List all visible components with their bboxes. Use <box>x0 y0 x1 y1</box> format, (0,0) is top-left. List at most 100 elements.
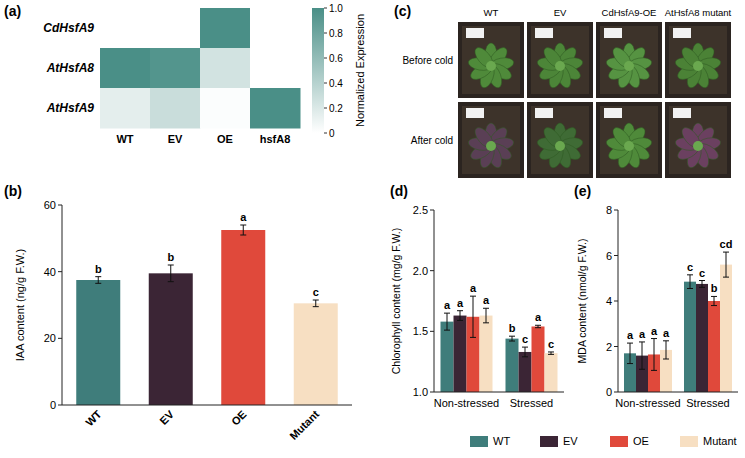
colorbar-tick <box>324 33 327 34</box>
x-tick-label: WT <box>83 408 104 429</box>
legend-swatch <box>680 436 698 447</box>
error-cap <box>687 288 693 289</box>
y-tick-label: 60 <box>44 199 56 211</box>
photo <box>665 102 731 178</box>
heat-cell <box>100 48 151 89</box>
significance-letter: a <box>639 328 646 340</box>
photo-bg <box>527 22 593 98</box>
legend-label: Mutant <box>703 435 737 447</box>
soil <box>462 26 520 94</box>
error-bar <box>690 275 691 289</box>
panel-label: (a) <box>4 3 21 19</box>
photo <box>458 102 524 178</box>
x-axis-line <box>62 405 352 406</box>
bar <box>519 352 532 392</box>
y-tick-label: 40 <box>44 266 56 278</box>
heat-cell <box>200 8 251 49</box>
tag <box>466 28 484 38</box>
panel-label: (e) <box>574 183 591 199</box>
error-cap <box>240 225 246 226</box>
significance-letter: a <box>457 297 464 309</box>
significance-letter: c <box>699 267 705 279</box>
bar <box>480 316 493 392</box>
col-label: hsfA8 <box>260 133 291 145</box>
y-tick-label: 0 <box>50 399 56 411</box>
error-cap <box>651 370 657 371</box>
tag <box>604 108 622 118</box>
heat-cell <box>150 88 201 129</box>
error-cap <box>483 308 489 309</box>
row-label: After cold <box>411 135 453 146</box>
error-bar <box>460 311 461 321</box>
tag <box>535 28 553 38</box>
legend-swatch <box>610 436 628 447</box>
heat-cell <box>150 48 201 89</box>
heat-cell <box>100 8 151 49</box>
legend-swatch <box>540 436 558 447</box>
tag <box>466 108 484 118</box>
error-bar <box>243 225 244 235</box>
error-bar <box>714 296 715 305</box>
error-cap <box>313 306 319 307</box>
y-tick <box>614 210 618 211</box>
error-cap <box>240 235 246 236</box>
significance-letter: c <box>548 338 554 350</box>
error-cap <box>168 281 174 282</box>
y-tick <box>614 346 618 347</box>
bar <box>684 282 696 392</box>
bar <box>506 339 519 392</box>
error-bar <box>447 313 448 330</box>
soil <box>531 106 589 174</box>
photo-bg <box>527 102 593 178</box>
heat-cell <box>200 88 251 129</box>
y-tick-label: 2.0 <box>413 265 428 277</box>
error-cap <box>711 305 717 306</box>
soil <box>600 106 658 174</box>
col-label: OE <box>217 133 233 145</box>
y-tick-label: 8 <box>606 204 612 216</box>
heat-cell <box>250 88 301 129</box>
panel-label: (d) <box>390 183 408 199</box>
leaf <box>610 125 635 151</box>
error-cap <box>168 265 174 266</box>
significance-letter: b <box>95 263 102 275</box>
error-cap <box>663 340 669 341</box>
heat-cell <box>100 88 151 129</box>
plot-marks <box>441 296 558 392</box>
y-axis-line <box>618 210 619 392</box>
significance-letter: a <box>444 299 451 311</box>
x-tick-label: Non-stressed <box>615 397 680 409</box>
tag <box>673 108 691 118</box>
y-axis-title: Chlorophyll content (mg/g F.W.) <box>390 228 402 374</box>
y-tick <box>58 405 62 406</box>
colorbar-tick <box>324 108 327 109</box>
bar <box>696 284 708 392</box>
soil <box>669 26 727 94</box>
error-bar <box>486 308 487 323</box>
colorbar-tick <box>324 58 327 59</box>
error-bar <box>702 281 703 288</box>
photo <box>527 102 593 178</box>
error-cap <box>444 330 450 331</box>
error-bar <box>654 339 655 371</box>
tag <box>604 28 622 38</box>
y-tick <box>430 210 434 211</box>
bar <box>720 265 732 392</box>
significance-letter: b <box>509 322 516 334</box>
error-cap <box>627 363 633 364</box>
legend-swatch <box>470 436 488 447</box>
error-cap <box>457 310 463 311</box>
photo-bg <box>458 102 524 178</box>
y-axis-line <box>434 210 435 392</box>
error-cap <box>639 341 645 342</box>
colorbar <box>312 8 324 133</box>
photo-bg <box>665 102 731 178</box>
error-cap <box>639 369 645 370</box>
rosette-center <box>555 141 565 151</box>
error-bar <box>315 300 316 307</box>
significance-letter: b <box>711 282 718 294</box>
significance-letter: c <box>522 333 528 345</box>
legend-label: EV <box>563 435 578 447</box>
error-cap <box>535 325 541 326</box>
y-tick <box>614 301 618 302</box>
